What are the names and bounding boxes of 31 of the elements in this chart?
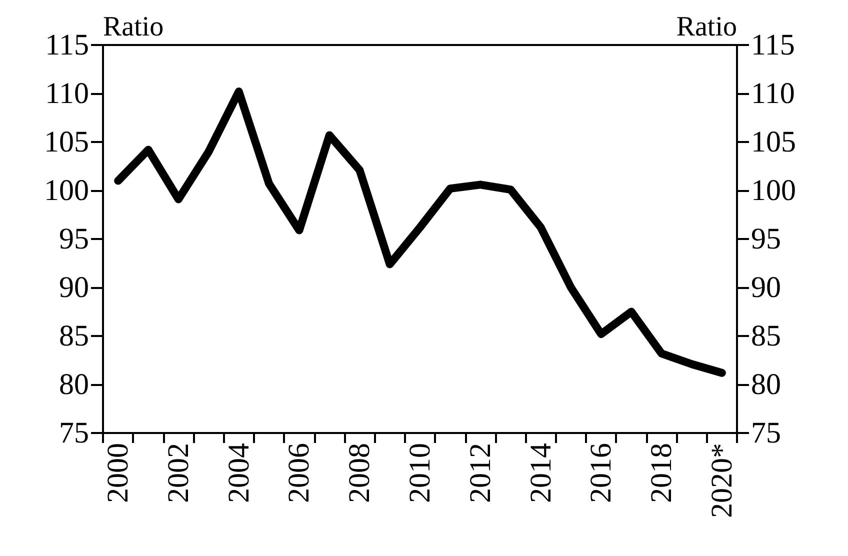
x-tick-label: 2012 <box>464 443 497 503</box>
y-tick-label: 80 <box>59 368 89 401</box>
x-tick-label: 2006 <box>282 443 316 503</box>
y-tick-label: 95 <box>59 222 89 256</box>
y2-tick-label: 80 <box>751 368 781 401</box>
y2-tick-label: 105 <box>751 126 796 158</box>
y2-tick-label: 90 <box>751 271 781 304</box>
x-tick-label: 2010 <box>404 443 436 503</box>
y2-tick-label: 115 <box>751 28 795 62</box>
y2-axis-title: Ratio <box>676 12 737 42</box>
y-tick-label: 85 <box>59 320 89 352</box>
x-tick-label: 2000 <box>102 443 135 503</box>
y-tick-label: 75 <box>59 416 89 450</box>
y2-tick-label: 110 <box>751 77 795 110</box>
y-tick-label: 115 <box>45 28 89 62</box>
x-tick-label: 2008 <box>343 443 376 503</box>
y-axis-title: Ratio <box>103 12 164 42</box>
y2-tick-label: 85 <box>751 320 781 352</box>
y2-tick-label: 75 <box>751 416 781 450</box>
x-tick-label: 2020* <box>705 443 738 518</box>
y-tick-label: 105 <box>44 126 89 158</box>
y2-tick-label: 100 <box>751 174 796 207</box>
x-tick-label: 2002 <box>162 443 195 503</box>
y-tick-label: 110 <box>45 77 89 110</box>
x-tick-label: 2004 <box>222 443 256 503</box>
x-tick-label: 2014 <box>524 443 558 503</box>
y-tick-label: 100 <box>44 174 89 207</box>
x-tick-label: 2016 <box>584 443 618 503</box>
y2-tick-label: 95 <box>751 222 781 256</box>
x-tick-label: 2018 <box>645 443 678 503</box>
y-tick-label: 90 <box>59 271 89 304</box>
